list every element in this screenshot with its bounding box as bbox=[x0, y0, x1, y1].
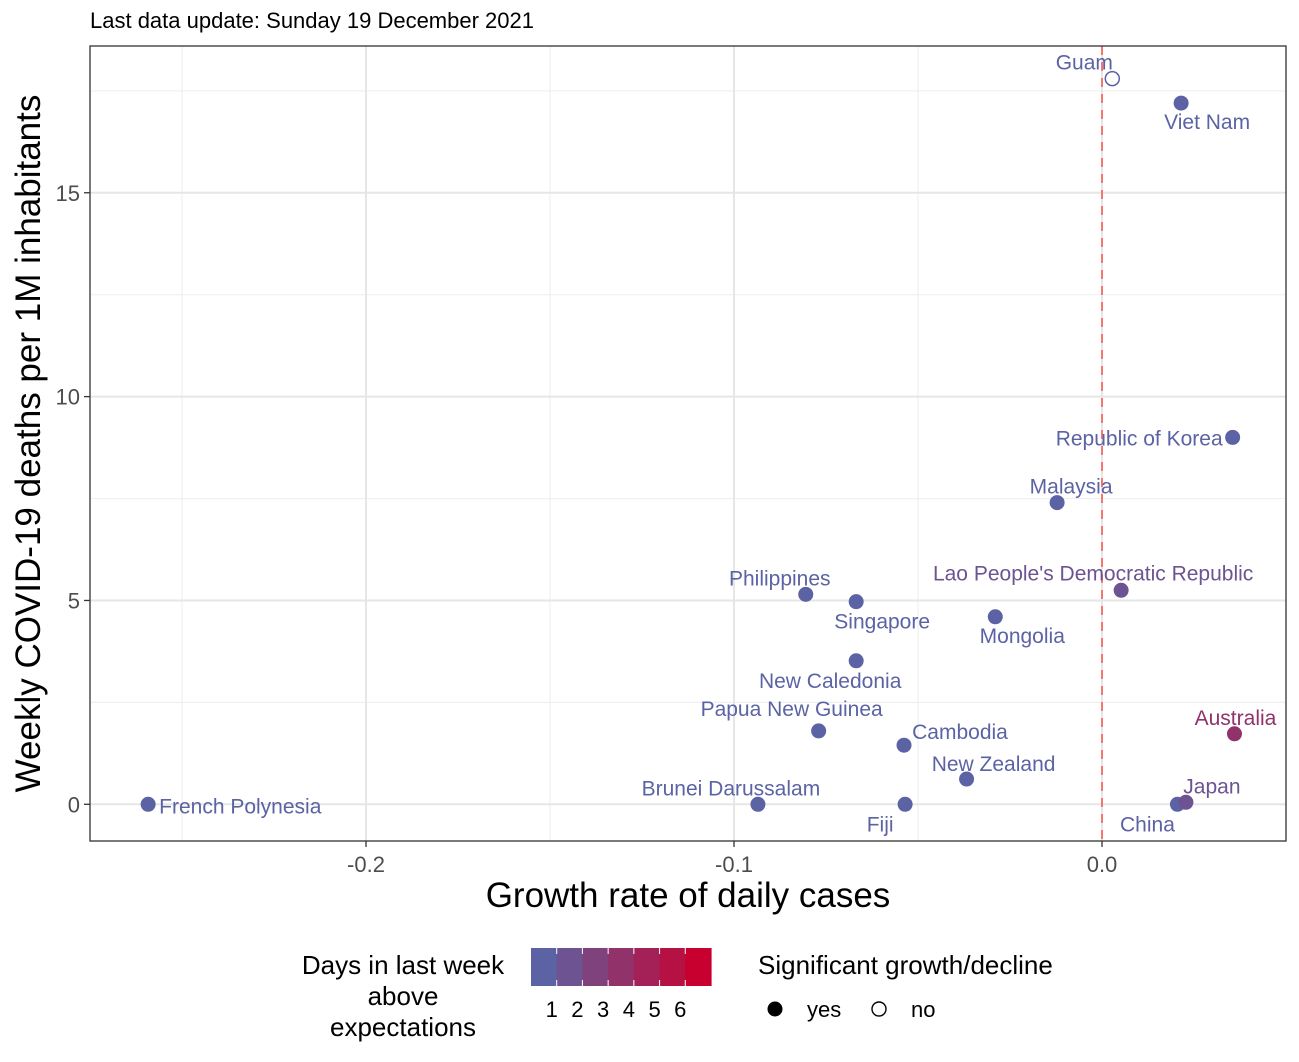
x-tick-label: -0.2 bbox=[347, 852, 385, 877]
legend-key-filled-circle bbox=[767, 1001, 783, 1017]
x-tick-label: -0.1 bbox=[715, 852, 753, 877]
label-republic-of-korea: Republic of Korea bbox=[1056, 427, 1223, 450]
point-philippines bbox=[798, 586, 814, 602]
y-tick-label: 0 bbox=[68, 792, 80, 817]
legend-key-hollow-circle bbox=[871, 1001, 887, 1017]
point-viet-nam bbox=[1173, 95, 1189, 111]
legend-label-yes: yes bbox=[807, 997, 841, 1022]
label-lao-people-s-democratic-republic: Lao People's Democratic Republic bbox=[933, 562, 1253, 585]
point-labels: Guam Viet Nam Republic of Korea Malaysia Lao… bbox=[159, 52, 1277, 837]
point-new-caledonia bbox=[848, 653, 864, 669]
point-guam bbox=[1104, 70, 1121, 87]
plot-panel-border bbox=[89, 45, 1287, 842]
label-new-zealand: New Zealand bbox=[932, 753, 1056, 776]
label-viet-nam: Viet Nam bbox=[1164, 111, 1250, 134]
point-singapore bbox=[848, 594, 864, 610]
point-mongolia bbox=[987, 609, 1003, 625]
point-fiji bbox=[897, 796, 913, 812]
colorbar-tick-label: 3 bbox=[597, 997, 609, 1022]
point-brunei-darussalam bbox=[750, 796, 766, 812]
colorbar-segment bbox=[685, 948, 712, 986]
point-republic-of-korea bbox=[1225, 429, 1241, 445]
colorbar-tick-label: 4 bbox=[623, 997, 635, 1022]
point-papua-new-guinea bbox=[811, 723, 827, 739]
legend: Days in last week above expectations 1 2 3 4 5 6… bbox=[302, 948, 1053, 1042]
color-legend-title: Days in last week above expectations bbox=[302, 950, 505, 1042]
point-malaysia bbox=[1049, 495, 1065, 511]
label-mongolia: Mongolia bbox=[980, 625, 1066, 648]
y-axis-title: Weekly COVID-19 deaths per 1M inhabitant… bbox=[9, 95, 48, 793]
label-papua-new-guinea: Papua New Guinea bbox=[701, 698, 883, 721]
label-philippines: Philippines bbox=[729, 567, 831, 590]
label-china: China bbox=[1120, 813, 1175, 836]
y-tick-label: 15 bbox=[56, 181, 80, 206]
colorbar-segment bbox=[556, 948, 584, 986]
label-japan: Japan bbox=[1183, 775, 1240, 798]
label-malaysia: Malaysia bbox=[1030, 476, 1113, 499]
y-tick-label: 10 bbox=[56, 385, 80, 410]
point-cambodia bbox=[896, 737, 912, 753]
colorbar-tick-label: 6 bbox=[674, 997, 686, 1022]
colorbar-segment bbox=[659, 948, 686, 986]
label-guam: Guam bbox=[1056, 52, 1113, 75]
colorbar-tick-label: 5 bbox=[648, 997, 660, 1022]
label-french-polynesia: French Polynesia bbox=[159, 795, 322, 818]
label-brunei-darussalam: Brunei Darussalam bbox=[642, 777, 821, 800]
point-japan bbox=[1178, 794, 1194, 810]
data-points bbox=[140, 70, 1242, 812]
colorbar-segment bbox=[582, 948, 609, 986]
label-singapore: Singapore bbox=[834, 611, 930, 634]
colorbar-segment bbox=[633, 948, 661, 986]
shape-legend-title: Significant growth/decline bbox=[758, 950, 1053, 980]
point-new-zealand bbox=[959, 771, 975, 787]
legend-label-no: no bbox=[911, 997, 935, 1022]
colorbar-tick-label: 2 bbox=[571, 997, 583, 1022]
label-australia: Australia bbox=[1195, 707, 1277, 730]
colorbar-segment bbox=[608, 948, 635, 986]
y-axis-ticks: 0 5 10 15 bbox=[56, 181, 90, 817]
shape-legend: Significant growth/decline yes no bbox=[758, 950, 1053, 1022]
color-legend: Days in last week above expectations 1 2 3 4 5 6 bbox=[302, 948, 712, 1042]
label-fiji: Fiji bbox=[867, 813, 894, 836]
label-new-caledonia: New Caledonia bbox=[759, 670, 902, 693]
x-axis-title: Growth rate of daily cases bbox=[486, 876, 891, 915]
y-tick-label: 5 bbox=[68, 588, 80, 613]
colorbar-segment bbox=[531, 948, 558, 986]
chart-subtitle: Last data update: Sunday 19 December 202… bbox=[90, 8, 534, 33]
x-tick-label: 0.0 bbox=[1087, 852, 1118, 877]
label-cambodia: Cambodia bbox=[912, 721, 1008, 744]
x-axis-ticks: -0.2 -0.1 0.0 bbox=[347, 841, 1117, 877]
colorbar-tick-label: 1 bbox=[546, 997, 558, 1022]
point-french-polynesia bbox=[140, 796, 156, 812]
point-lao-people-s-democratic-republic bbox=[1113, 582, 1129, 598]
point-australia bbox=[1226, 726, 1242, 742]
